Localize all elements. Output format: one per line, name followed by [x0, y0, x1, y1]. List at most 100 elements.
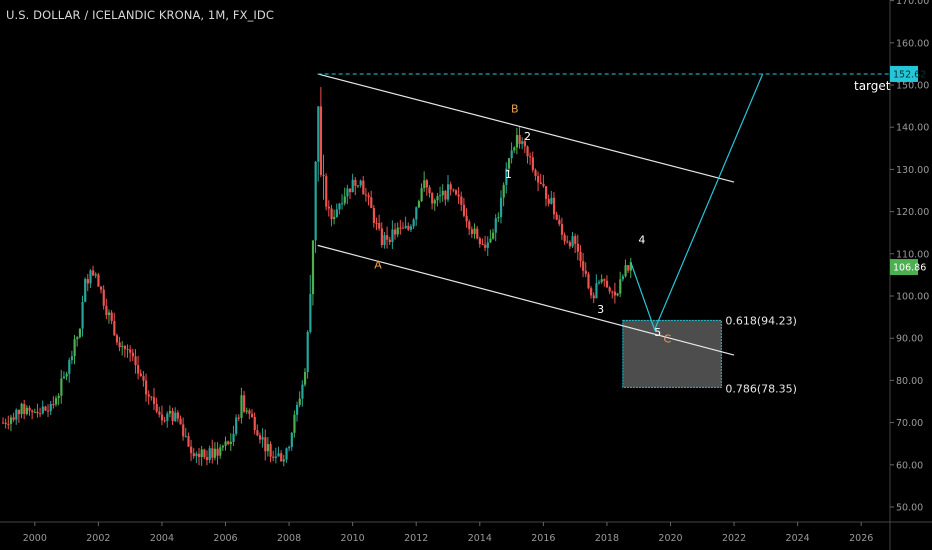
candle-body: [531, 157, 534, 171]
candle-body: [86, 279, 89, 284]
candle-body: [250, 413, 254, 417]
candle-body: [269, 444, 272, 457]
candle-body: [449, 184, 452, 190]
candle-body: [176, 412, 180, 419]
candle-body: [401, 227, 405, 229]
candle-body: [240, 395, 243, 418]
candle-body: [303, 372, 307, 385]
candle-body: [2, 422, 5, 424]
fib-label-0786: 0.786(78.35): [725, 382, 797, 395]
candle-body: [537, 175, 540, 183]
candle-body: [317, 106, 320, 162]
candle-body: [129, 349, 132, 353]
candle-body: [296, 404, 299, 415]
time-tick-label: 2018: [595, 533, 619, 544]
candle-body: [515, 135, 519, 148]
candle-body: [272, 456, 275, 458]
price-badge-label: 106.86: [893, 263, 926, 274]
candle-body: [409, 226, 413, 230]
candle-body: [605, 280, 609, 288]
candle-body: [20, 403, 23, 415]
candle-body: [298, 398, 301, 405]
candle-body: [110, 312, 113, 321]
candle-body: [150, 396, 153, 398]
candle-body: [364, 194, 368, 196]
candle-body: [478, 238, 481, 245]
candle-body: [36, 411, 39, 414]
candle-body: [529, 156, 532, 158]
candle-body: [621, 276, 625, 280]
candle-body: [558, 219, 561, 224]
candle-body: [280, 453, 283, 462]
projection-path[interactable]: [630, 73, 764, 332]
candle-body: [168, 410, 172, 414]
candle-body: [415, 207, 418, 220]
candle-body: [412, 219, 415, 227]
candle-body: [481, 244, 484, 246]
candle-body: [346, 188, 349, 197]
candle-body: [290, 432, 293, 447]
fib-target-zone[interactable]: [622, 319, 722, 388]
candle-body: [224, 441, 227, 446]
candle-body: [460, 196, 463, 205]
time-tick-label: 2010: [341, 533, 365, 544]
candle-body: [462, 204, 466, 216]
candle-body: [107, 312, 111, 316]
candle-body: [7, 423, 10, 425]
candle-body: [547, 198, 550, 204]
candle-body: [473, 228, 476, 234]
candle-body: [489, 238, 492, 243]
candle-body: [494, 218, 497, 233]
candle-body: [404, 225, 407, 228]
candle-body: [566, 241, 569, 243]
candle-body: [213, 448, 217, 458]
wave-label-c: C: [663, 332, 671, 345]
candle-body: [39, 413, 42, 415]
candle-body: [507, 158, 511, 169]
candle-body: [232, 433, 235, 442]
candle-body: [571, 236, 574, 247]
candle-body: [243, 395, 246, 412]
candle-body: [184, 436, 187, 438]
candle-body: [372, 208, 376, 223]
candle-body: [152, 397, 156, 405]
candle-body: [89, 270, 92, 284]
price-tick-label: 170.00: [896, 0, 929, 7]
channel-lower-line[interactable]: [317, 244, 735, 356]
candle-body: [131, 352, 134, 357]
candle-body: [256, 430, 259, 436]
candle-body: [608, 287, 611, 292]
time-tick-label: 2002: [86, 533, 110, 544]
candle-body: [396, 227, 399, 235]
candle-body: [123, 346, 127, 350]
candle-body: [92, 270, 95, 276]
candle-body: [62, 376, 66, 379]
channel-upper-line[interactable]: [317, 73, 735, 183]
candle-body: [552, 197, 556, 215]
candle-body: [57, 395, 60, 399]
candle-body: [338, 203, 341, 210]
candle-body: [41, 406, 44, 414]
chart-title: U.S. DOLLAR / ICELANDIC KRONA, 1M, FX_ID…: [6, 8, 275, 22]
candle-body: [425, 180, 429, 188]
candle-body: [333, 216, 336, 220]
candle-body: [248, 410, 251, 414]
candle-body: [534, 170, 537, 176]
candle-body: [118, 342, 121, 348]
candle-body: [518, 135, 521, 144]
price-tick-label: 60.00: [896, 460, 923, 471]
price-tick-label: 120.00: [896, 207, 929, 218]
candle-body: [235, 417, 238, 434]
candle-body: [277, 453, 280, 457]
candle-body: [523, 141, 527, 147]
time-tick-label: 2004: [150, 533, 174, 544]
candle-body: [476, 228, 479, 239]
candle-body: [266, 444, 270, 452]
candle-body: [219, 447, 222, 456]
time-tick-label: 2016: [531, 533, 555, 544]
candle-body: [187, 436, 190, 447]
candle-body: [68, 360, 71, 374]
candle-body: [354, 179, 357, 186]
candle-body: [205, 457, 209, 460]
